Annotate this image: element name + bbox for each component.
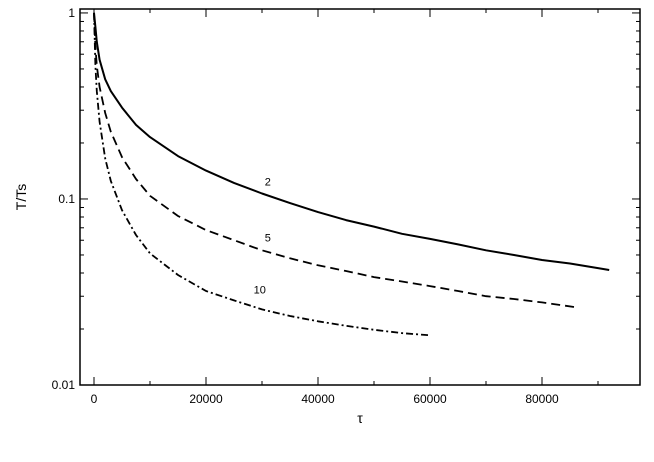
y-tick-label: 0.1 xyxy=(58,192,75,206)
y-tick-label: 0.01 xyxy=(52,378,76,392)
y-tick-label: 1 xyxy=(68,6,75,20)
series-layer xyxy=(93,12,610,337)
plot-frame xyxy=(79,8,641,386)
curve-labels: 2 5 10 xyxy=(254,177,271,297)
x-tick-label: 60000 xyxy=(413,392,447,406)
x-tick-label: 20000 xyxy=(189,392,223,406)
series-line-2 xyxy=(93,12,610,271)
series-label-2: 2 xyxy=(265,177,271,189)
series-label-10: 10 xyxy=(254,285,266,297)
y-axis-ticks: 0.01 0.1 1 xyxy=(52,6,640,392)
x-tick-label: 40000 xyxy=(301,392,335,406)
x-tick-label: 0 xyxy=(91,392,98,406)
series-line-10 xyxy=(93,12,431,337)
x-tick-label: 80000 xyxy=(525,392,559,406)
series-line-5 xyxy=(93,12,576,309)
y-axis-title: T/Ts xyxy=(13,184,29,210)
x-axis-ticks: 0 20000 40000 60000 80000 xyxy=(91,9,599,406)
x-axis-title: τ xyxy=(357,410,363,426)
series-label-5: 5 xyxy=(265,233,271,245)
